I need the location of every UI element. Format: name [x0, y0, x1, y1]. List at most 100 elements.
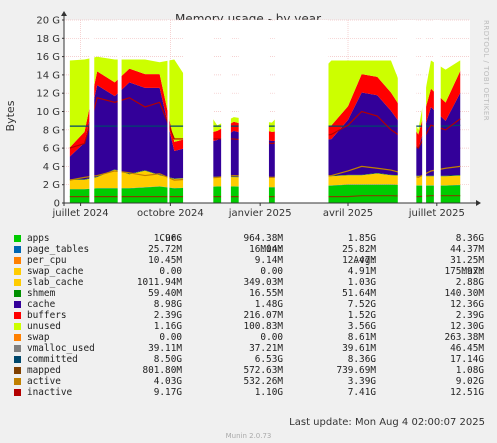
legend-row-committed: committed 8.50G 6.53G 8.36G 17.14G	[0, 354, 497, 365]
y-tick-label: 16 G	[36, 52, 60, 63]
legend-swatch	[14, 257, 21, 264]
no-data-gap	[238, 20, 269, 203]
legend-avg: 7.52G	[347, 299, 376, 310]
no-data-gap	[397, 20, 417, 203]
legend-max: 46.45M	[450, 343, 484, 354]
legend-name: mapped	[27, 365, 61, 376]
x-tick-label: juillet 2024	[52, 208, 109, 219]
no-data-gap	[183, 20, 214, 203]
legend-cur: 1.16G	[153, 321, 182, 332]
legend-cur: 0.00	[159, 266, 182, 277]
legend-cur: 4.03G	[153, 376, 182, 387]
no-data-gap	[89, 20, 95, 203]
legend-max: 8.36G	[455, 233, 484, 244]
legend-name: swap_cache	[27, 266, 84, 277]
legend-avg: 39.61M	[342, 343, 376, 354]
x-tick-label: janvier 2025	[228, 208, 292, 219]
legend-header-max: Max:	[461, 266, 484, 277]
legend-min: 1.48G	[254, 299, 283, 310]
munin-version: Munin 2.0.73	[225, 432, 272, 440]
legend-name: swap	[27, 332, 50, 343]
legend-cur: 1011.94M	[136, 277, 182, 288]
legend-max: 12.51G	[450, 387, 484, 398]
legend-row-vmalloc_used: vmalloc_used 39.11M 37.21M 39.61M 46.45M	[0, 343, 497, 354]
legend-name: committed	[27, 354, 78, 365]
y-tick-label: 6 G	[43, 144, 60, 155]
legend-name: vmalloc_used	[27, 343, 95, 354]
no-data-gap	[433, 20, 441, 203]
legend-swatch	[14, 290, 21, 297]
legend-min: 16.55M	[249, 288, 283, 299]
legend-max: 31.25M	[450, 255, 484, 266]
legend-name: inactive	[27, 387, 73, 398]
legend-max: 1.08G	[455, 365, 484, 376]
legend-swatch	[14, 367, 21, 374]
legend-swatch	[14, 312, 21, 319]
x-tick-label: avril 2025	[323, 208, 373, 219]
no-data-gap	[117, 20, 122, 203]
legend-min: 1.10G	[254, 387, 283, 398]
y-tick-label: 14 G	[36, 70, 60, 81]
legend-avg: 1.03G	[347, 277, 376, 288]
rrdtool-side-label: RRDTOOL / TOBI OETIKER	[482, 20, 490, 121]
legend-avg: 7.41G	[347, 387, 376, 398]
legend-name: unused	[27, 321, 61, 332]
legend-rows: apps 1.96G 964.38M 1.85G 8.36G page_tables 25.…	[0, 233, 497, 398]
no-data-gap	[274, 20, 329, 203]
legend-avg: 8.36G	[347, 354, 376, 365]
legend-header-min: Min:	[260, 244, 283, 255]
legend-swatch	[14, 356, 21, 363]
legend-avg: 1.85G	[347, 233, 376, 244]
y-axis-label: Bytes	[4, 100, 17, 131]
legend-name: buffers	[27, 310, 67, 321]
legend-min: 16.04M	[249, 244, 283, 255]
legend-row-apps: apps 1.96G 964.38M 1.85G 8.36G	[0, 233, 497, 244]
legend-min: 349.03M	[243, 277, 283, 288]
legend-max: 17.14G	[450, 354, 484, 365]
legend-avg: 12.47M	[342, 255, 376, 266]
legend-min: 0.00	[260, 266, 283, 277]
legend-name: page_tables	[27, 244, 90, 255]
legend-header: Cur: Min: Avg: Max:	[0, 222, 497, 277]
legend-row-shmem: shmem 59.40M 16.55M 51.64M 140.30M	[0, 288, 497, 299]
y-tick-label: 20 G	[36, 16, 60, 27]
legend-row-per_cpu: per_cpu 10.45M 9.14M 12.47M 31.25M	[0, 255, 497, 266]
legend-max: 9.02G	[455, 376, 484, 387]
legend-max: 12.30G	[450, 321, 484, 332]
legend: Cur: Min: Avg: Max: apps 1.96G 964.38M 1.85…	[0, 222, 497, 398]
legend-swatch	[14, 235, 21, 242]
legend-row-slab_cache: slab_cache 1011.94M 349.03M 1.03G 2.88G	[0, 277, 497, 288]
legend-min: 532.26M	[243, 376, 283, 387]
legend-cur: 8.98G	[153, 299, 182, 310]
legend-avg: 51.64M	[342, 288, 376, 299]
x-axis-arrow	[476, 200, 481, 206]
y-tick-label: 4 G	[43, 162, 60, 173]
legend-swatch	[14, 246, 21, 253]
legend-max: 44.37M	[450, 244, 484, 255]
legend-cur: 0.00	[159, 332, 182, 343]
legend-row-swap_cache: swap_cache 0.00 0.00 4.91M 175.97M	[0, 266, 497, 277]
legend-row-unused: unused 1.16G 100.83M 3.56G 12.30G	[0, 321, 497, 332]
area-buffers	[69, 68, 461, 157]
legend-header-cur: Cur:	[159, 233, 182, 244]
legend-cur: 9.17G	[153, 387, 182, 398]
x-tick-labels: juillet 2024 octobre 2024 janvier 2025 avri…	[52, 203, 465, 219]
legend-avg: 739.69M	[336, 365, 376, 376]
y-tick-label: 8 G	[43, 125, 60, 136]
no-data-gap	[167, 20, 170, 203]
legend-min: 100.83M	[243, 321, 283, 332]
y-tick-label: 2 G	[43, 180, 60, 191]
line-series	[69, 20, 461, 203]
legend-max: 263.38M	[444, 332, 484, 343]
y-axis-arrow	[61, 11, 67, 16]
legend-min: 6.53G	[254, 354, 283, 365]
legend-avg: 3.56G	[347, 321, 376, 332]
legend-cur: 39.11M	[148, 343, 182, 354]
legend-row-mapped: mapped 801.80M 572.63M 739.69M 1.08G	[0, 365, 497, 376]
x-tick-label: octobre 2024	[137, 208, 204, 219]
legend-min: 9.14M	[254, 255, 283, 266]
y-tick-label: 10 G	[36, 107, 60, 118]
legend-min: 964.38M	[243, 233, 283, 244]
legend-max: 12.36G	[450, 299, 484, 310]
memory-chart: Memory usage - by year Bytes RRDTOOL / T…	[4, 11, 490, 219]
